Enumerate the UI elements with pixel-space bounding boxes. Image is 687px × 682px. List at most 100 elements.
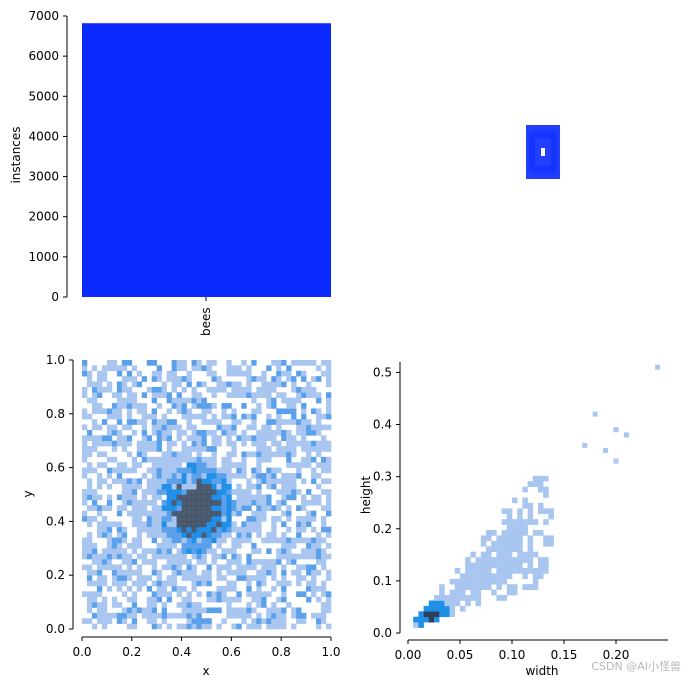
hist-cell (216, 607, 222, 614)
hist-cell (196, 429, 202, 436)
hist-cell (186, 462, 192, 468)
hist-cell (326, 542, 332, 549)
hist-cell (196, 602, 202, 608)
hist-cell (121, 440, 128, 447)
hist-cell (326, 446, 332, 452)
hist-cell (121, 612, 128, 619)
hist-cell (306, 386, 312, 393)
hist-cell (266, 472, 272, 479)
hist-cell (191, 429, 197, 436)
hist-cell (181, 602, 187, 608)
hist-cell (296, 505, 302, 511)
hist-cell (116, 575, 123, 581)
hist-cell (126, 510, 133, 517)
hist-cell (156, 591, 162, 598)
hist-cell (96, 569, 103, 576)
hist-cell (201, 607, 207, 614)
hist-cell (166, 499, 172, 506)
hist-cell (261, 564, 267, 571)
hist-cell (251, 510, 257, 517)
hist-cell (146, 618, 153, 624)
hist-cell (527, 508, 534, 515)
hist-cell (171, 456, 177, 463)
hist-cell (286, 462, 292, 468)
hist-cell (301, 494, 307, 501)
hist-cell (181, 596, 187, 603)
hist-cell (201, 381, 207, 388)
hist-cell (444, 600, 450, 607)
hist-cell (501, 578, 508, 585)
hist-cell (136, 440, 143, 447)
hist-cell (151, 360, 157, 366)
hist-cell (176, 483, 182, 490)
hist-cell (311, 456, 317, 463)
hist-cell (116, 505, 123, 511)
hist-cell (96, 370, 103, 377)
hist-cell (161, 580, 167, 587)
hist-cell (221, 505, 227, 511)
hist-cell (121, 526, 128, 533)
hist-cell (166, 494, 172, 501)
hist-cell (156, 612, 162, 619)
hist-cell (191, 446, 197, 452)
hist-cell (326, 462, 332, 468)
hist-cell (316, 413, 322, 420)
hist-cell (306, 360, 312, 366)
hist-cell (166, 483, 172, 490)
hist-cell (256, 435, 262, 441)
hist-cell (241, 440, 247, 447)
hist-cell (326, 499, 332, 506)
hist-cell (306, 419, 312, 425)
hist-cell (326, 591, 332, 598)
hist-cell (156, 478, 162, 485)
hist-cell (316, 392, 322, 398)
hist-cell (186, 451, 192, 458)
hist-cell (176, 451, 182, 458)
hist-cell (206, 580, 212, 587)
hist-cell (126, 370, 133, 377)
hist-cell (141, 494, 148, 501)
hist-cell (201, 569, 207, 576)
x-ticks: bees (199, 297, 213, 336)
hist-cell (126, 397, 133, 404)
hist-cell (311, 360, 317, 366)
hist-cell (241, 499, 247, 506)
hist-cell (206, 360, 212, 366)
hist-cell (126, 376, 133, 382)
hist-cell (543, 519, 549, 525)
hist-cell (276, 370, 282, 377)
hist-cell (196, 392, 202, 398)
hist-cell (480, 540, 487, 547)
hist-cell (527, 551, 534, 558)
hist-cell (241, 564, 247, 571)
hist-cell (161, 419, 167, 425)
hist-cell (306, 381, 312, 388)
hist-cell (316, 596, 322, 603)
hist-cell (296, 392, 302, 398)
hist-cell (236, 462, 242, 468)
hist-cell (271, 440, 277, 447)
hist-cell (96, 510, 103, 517)
hist-cell (101, 505, 108, 511)
hist-cell (226, 532, 232, 538)
hist-cell (136, 532, 143, 538)
hist-cell (321, 413, 327, 420)
hist-cell (221, 489, 227, 495)
hist-cell (261, 451, 267, 458)
hist-cell (286, 419, 292, 425)
hist-cell (291, 413, 297, 420)
hist-cell (226, 462, 232, 468)
hist-cell (211, 467, 217, 474)
hist-cell (276, 392, 282, 398)
hist-cell (191, 607, 197, 614)
hist-cell (176, 569, 182, 576)
hist-cell (136, 483, 143, 490)
hist-cell (211, 532, 217, 538)
hist-cell (156, 472, 162, 479)
hist-cell (121, 478, 128, 485)
hist-cell (501, 535, 508, 542)
hist-cell (532, 475, 539, 482)
hist-cell (121, 548, 128, 554)
hist-cell (186, 467, 192, 474)
